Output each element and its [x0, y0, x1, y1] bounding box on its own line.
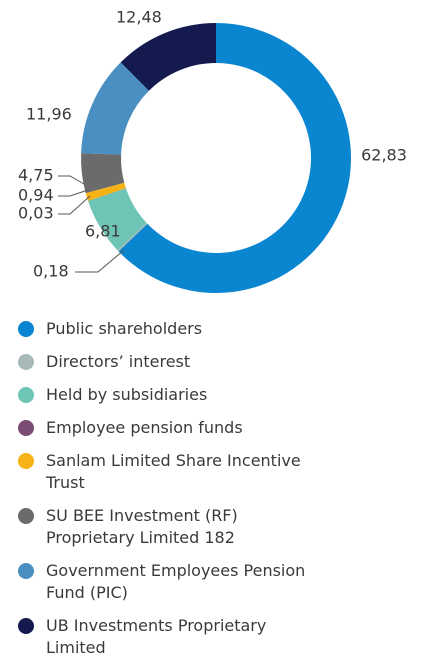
legend-label: Directors’ interest — [46, 352, 191, 371]
legend-label: Employee pension funds — [46, 418, 243, 437]
donut-slice — [87, 188, 126, 202]
data-label: 62,83 — [361, 146, 407, 165]
legend-item: Sanlam Limited Share Incentive Trust — [18, 450, 378, 494]
legend-label: Government Employees Pension Fund (PIC) — [46, 561, 306, 602]
legend-swatch — [18, 453, 34, 469]
legend-item: Directors’ interest — [18, 351, 378, 373]
donut-slice — [81, 153, 125, 194]
data-label: 12,48 — [116, 8, 162, 27]
chart: 62,83 0,18 6,81 0,030,944,75 11,96 12,48 — [18, 8, 407, 294]
legend-item: SU BEE Investment (RF) Proprietary Limit… — [18, 505, 378, 549]
data-label: 0,94 — [18, 186, 54, 205]
leader-line — [58, 175, 85, 185]
legend-label: Public shareholders — [46, 319, 203, 338]
leader-line — [58, 189, 89, 197]
legend-item: Public shareholders — [18, 318, 378, 340]
legend-swatch — [18, 618, 34, 634]
leader-line — [58, 195, 91, 215]
donut-slice — [117, 222, 148, 252]
legend-label: SU BEE Investment (RF) Proprietary Limit… — [46, 506, 238, 547]
data-label: 6,81 — [85, 222, 121, 241]
data-label: 11,96 — [26, 105, 72, 124]
data-label: 0,18 — [33, 262, 69, 281]
legend-swatch — [18, 508, 34, 524]
legend-swatch — [18, 387, 34, 403]
donut-slice — [120, 23, 216, 91]
legend-swatch — [18, 354, 34, 370]
data-label: 0,03 — [18, 204, 54, 223]
donut-slice — [118, 23, 351, 294]
legend-label: UB Investments Proprietary Limited — [46, 616, 267, 657]
donut-slice — [85, 182, 126, 201]
page: {"chart_data": {"type": "donut", "catego… — [18, 7, 407, 657]
legend-item: UB Investments Proprietary Limited — [18, 615, 378, 659]
legend-item: Government Employees Pension Fund (PIC) — [18, 560, 378, 604]
legend-label: Held by subsidiaries — [46, 385, 208, 404]
legend-swatch — [18, 563, 34, 579]
data-label: 4,75 — [18, 166, 54, 185]
legend: Public shareholders Directors’ interest He… — [18, 318, 378, 670]
legend-item: Employee pension funds — [18, 417, 378, 439]
leader-line — [75, 249, 125, 273]
legend-item: Held by subsidiaries — [18, 384, 378, 406]
legend-swatch — [18, 321, 34, 337]
donut-slice — [81, 62, 149, 155]
legend-label: Sanlam Limited Share Incentive Trust — [46, 451, 301, 492]
donut-slice — [88, 188, 147, 251]
legend-swatch — [18, 420, 34, 436]
